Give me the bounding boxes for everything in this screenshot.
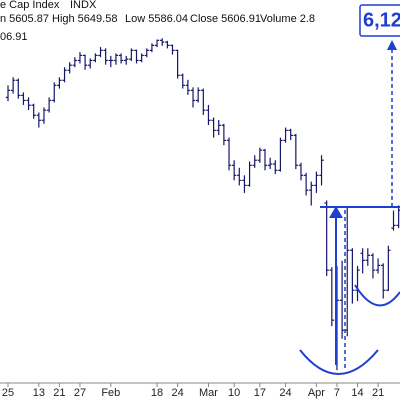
x-tick-label: 21 (53, 387, 65, 399)
chart-title: e Cap Index (0, 0, 60, 11)
x-tick-label: 14 (351, 387, 363, 399)
x-tick-label: 18 (151, 387, 163, 399)
header-field: n 5605.87 (0, 13, 49, 25)
handle-arc (354, 284, 400, 307)
target-label: 6,12 (363, 9, 400, 31)
x-tick-label: 25 (2, 387, 14, 399)
x-tick-label: 24 (279, 387, 291, 399)
x-tick-label: 10 (228, 387, 240, 399)
x-tick-label: 13 (33, 387, 45, 399)
chart-symbol: INDX (70, 0, 97, 11)
x-tick-label: 21 (372, 387, 384, 399)
last-price: 06.91 (0, 31, 28, 43)
x-tick-label: Apr (308, 387, 325, 399)
header-field: Close 5606.91 (190, 13, 261, 25)
x-tick-label: Feb (101, 387, 120, 399)
arrow-head (329, 206, 343, 218)
cup-arc (299, 349, 379, 375)
header-field: High 5649.58 (52, 13, 117, 25)
target-box (359, 4, 400, 37)
x-tick-label: 27 (74, 387, 86, 399)
header-field: Low 5586.04 (125, 13, 188, 25)
x-tick-label: 24 (171, 387, 183, 399)
header-field: Volume 2.8 (260, 13, 315, 25)
x-tick-label: 7 (334, 387, 340, 399)
x-tick-label: Mar (199, 387, 218, 399)
x-tick-label: 17 (254, 387, 266, 399)
target-head (387, 40, 397, 50)
